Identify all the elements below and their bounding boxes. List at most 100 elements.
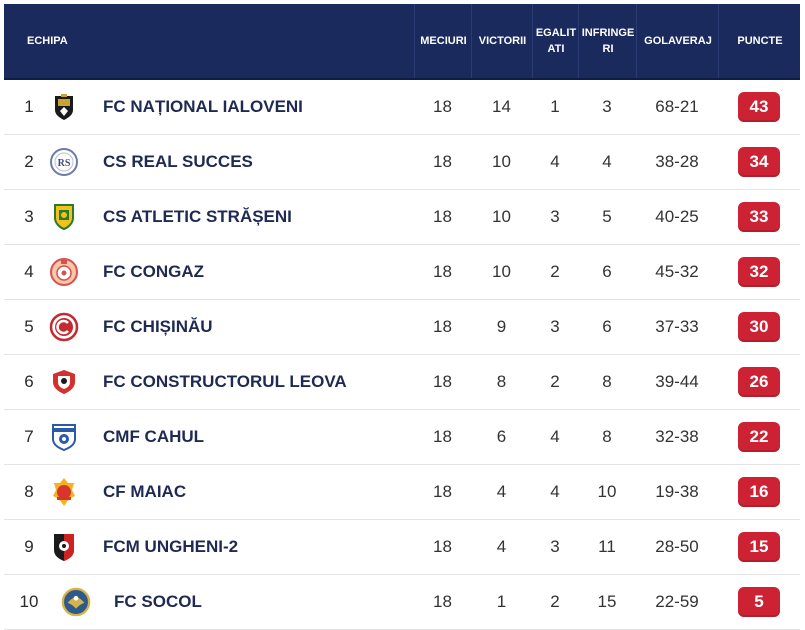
points-badge: 5 xyxy=(738,587,780,617)
points-cell: 32 xyxy=(718,245,800,299)
points-badge: 22 xyxy=(738,422,780,452)
team-name[interactable]: FC NAȚIONAL IALOVENI xyxy=(103,97,303,116)
losses-cell: 8 xyxy=(602,427,612,446)
losses-cell: 15 xyxy=(597,592,617,611)
losses-cell: 3 xyxy=(602,97,612,116)
wins-cell: 6 xyxy=(496,427,507,446)
played-cell: 18 xyxy=(433,427,452,446)
points-badge: 34 xyxy=(738,147,780,177)
draws-cell: 4 xyxy=(550,482,560,501)
played-cell: 18 xyxy=(433,207,452,226)
wins-cell: 10 xyxy=(492,207,511,226)
played-cell: 18 xyxy=(433,262,452,281)
goal-difference-cell: 40-25 xyxy=(655,207,699,226)
table-body: 1 FC NAȚIONAL IALOVENI 18 14 1 3 68-21 43 2 RS CS … xyxy=(4,80,800,630)
points-badge: 16 xyxy=(738,477,780,507)
team-name[interactable]: FC CONGAZ xyxy=(103,262,205,281)
table-row[interactable]: 2 RS CS REAL SUCCES 18 10 4 4 38-28 34 xyxy=(4,135,800,190)
points-cell: 34 xyxy=(718,135,800,189)
wins-cell: 1 xyxy=(496,592,507,611)
rank-cell: 1 xyxy=(24,97,34,116)
rank-cell: 3 xyxy=(24,207,34,226)
header-draws[interactable]: EGALIT ATI xyxy=(532,4,579,78)
goal-difference-cell: 45-32 xyxy=(655,262,699,281)
team-name[interactable]: FC SOCOL xyxy=(114,592,202,611)
header-points[interactable]: PUNCTE xyxy=(718,4,801,78)
points-badge: 43 xyxy=(738,92,780,122)
team-logo-icon xyxy=(49,80,79,134)
draws-cell: 3 xyxy=(550,317,560,336)
header-draws-line2: ATI xyxy=(547,43,565,55)
team-name[interactable]: FC CHIȘINĂU xyxy=(103,317,213,336)
table-row[interactable]: 8 CF MAIAC 18 4 4 10 19-38 16 xyxy=(4,465,800,520)
team-name[interactable]: FCM UNGHENI-2 xyxy=(103,537,239,556)
table-row[interactable]: 10 FC SOCOL 18 1 2 15 22-59 5 xyxy=(4,575,800,630)
wins-cell: 4 xyxy=(496,537,507,556)
team-name[interactable]: CMF CAHUL xyxy=(103,427,205,446)
draws-cell: 2 xyxy=(550,372,560,391)
played-cell: 18 xyxy=(433,482,452,501)
rank-cell: 9 xyxy=(24,537,34,556)
wins-cell: 9 xyxy=(496,317,507,336)
rank-cell: 4 xyxy=(24,262,34,281)
table-row[interactable]: 3 CS ATLETIC STRĂȘENI 18 10 3 5 40-25 33 xyxy=(4,190,800,245)
team-logo-icon xyxy=(49,300,79,354)
rank-cell: 2 xyxy=(24,152,34,171)
header-goals[interactable]: GOLAVERAJ xyxy=(636,4,719,78)
table-row[interactable]: 6 FC CONSTRUCTORUL LEOVA 18 8 2 8 39-44 26 xyxy=(4,355,800,410)
rank-cell: 5 xyxy=(24,317,34,336)
points-cell: 26 xyxy=(718,355,800,409)
draws-cell: 4 xyxy=(550,427,560,446)
header-losses[interactable]: INFRINGE RI xyxy=(578,4,637,78)
draws-cell: 4 xyxy=(550,152,560,171)
team-logo-icon xyxy=(49,190,79,244)
wins-cell: 8 xyxy=(496,372,507,391)
wins-cell: 4 xyxy=(496,482,507,501)
table-header: ECHIPA MECIURI VICTORII EGALIT ATI INFRI… xyxy=(4,4,800,80)
draws-cell: 3 xyxy=(550,537,560,556)
points-cell: 16 xyxy=(718,465,800,519)
header-played[interactable]: MECIURI xyxy=(414,4,472,78)
team-logo-icon: RS xyxy=(49,135,79,189)
team-name[interactable]: CS REAL SUCCES xyxy=(103,152,253,171)
table-row[interactable]: 5 FC CHIȘINĂU 18 9 3 6 37-33 30 xyxy=(4,300,800,355)
goal-difference-cell: 39-44 xyxy=(655,372,699,391)
svg-text:RS: RS xyxy=(58,158,71,169)
points-badge: 30 xyxy=(738,312,780,342)
table-row[interactable]: 4 FC CONGAZ 18 10 2 6 45-32 32 xyxy=(4,245,800,300)
losses-cell: 6 xyxy=(602,262,612,281)
goal-difference-cell: 32-38 xyxy=(655,427,699,446)
goal-difference-cell: 38-28 xyxy=(655,152,699,171)
goal-difference-cell: 22-59 xyxy=(655,592,699,611)
table-row[interactable]: 1 FC NAȚIONAL IALOVENI 18 14 1 3 68-21 43 xyxy=(4,80,800,135)
team-logo-icon xyxy=(49,245,79,299)
table-row[interactable]: 7 CMF CAHUL 18 6 4 8 32-38 22 xyxy=(4,410,800,465)
team-name[interactable]: CS ATLETIC STRĂȘENI xyxy=(103,207,292,226)
wins-cell: 10 xyxy=(492,152,511,171)
team-name[interactable]: CF MAIAC xyxy=(103,482,187,501)
points-badge: 33 xyxy=(738,202,780,232)
played-cell: 18 xyxy=(433,317,452,336)
losses-cell: 5 xyxy=(602,207,612,226)
played-cell: 18 xyxy=(433,152,452,171)
points-cell: 5 xyxy=(718,575,800,629)
header-team[interactable]: ECHIPA xyxy=(27,35,68,47)
goal-difference-cell: 28-50 xyxy=(655,537,699,556)
table-row[interactable]: 9 FCM UNGHENI-2 18 4 3 11 28-50 15 xyxy=(4,520,800,575)
points-cell: 22 xyxy=(718,410,800,464)
header-losses-line1: INFRINGE xyxy=(581,27,635,39)
draws-cell: 2 xyxy=(550,592,560,611)
team-logo-icon xyxy=(61,575,91,629)
header-wins[interactable]: VICTORII xyxy=(471,4,533,78)
played-cell: 18 xyxy=(433,97,452,116)
rank-cell: 6 xyxy=(24,372,34,391)
standings-table: ECHIPA MECIURI VICTORII EGALIT ATI INFRI… xyxy=(4,4,800,630)
goal-difference-cell: 37-33 xyxy=(655,317,699,336)
team-name[interactable]: FC CONSTRUCTORUL LEOVA xyxy=(103,372,347,391)
draws-cell: 2 xyxy=(550,262,560,281)
draws-cell: 3 xyxy=(550,207,560,226)
rank-cell: 7 xyxy=(24,427,34,446)
points-cell: 43 xyxy=(718,80,800,134)
header-losses-line2: RI xyxy=(602,43,614,55)
points-cell: 15 xyxy=(718,520,800,574)
